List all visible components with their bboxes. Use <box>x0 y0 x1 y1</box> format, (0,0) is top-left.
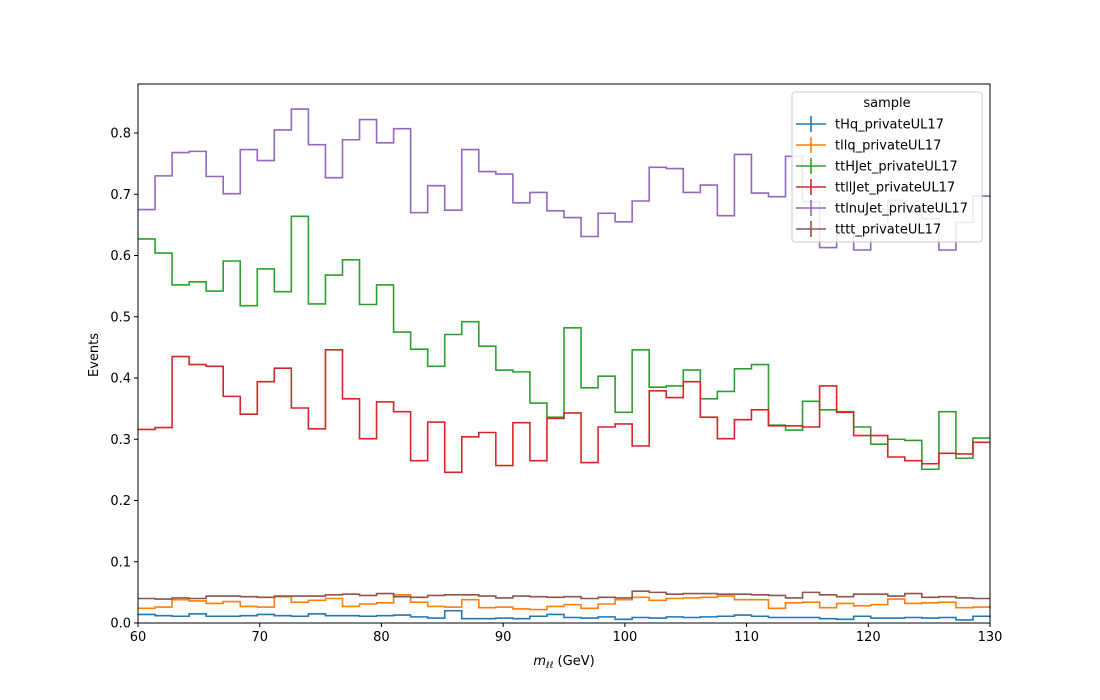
x-tick-label: 70 <box>251 630 268 645</box>
x-tick-label: 100 <box>612 630 637 645</box>
plot-frame <box>137 83 991 624</box>
x-tick-label: 130 <box>978 630 1003 645</box>
legend-box <box>791 91 983 243</box>
legend-entry-label: ttHJet_privateUL17 <box>835 160 958 175</box>
y-tick-label: 0.5 <box>110 310 131 325</box>
y-axis-label: Events <box>87 333 102 377</box>
x-axis: 60 70 80 90 100 110 120 130 <box>130 623 1003 645</box>
legend-entry-label: tHq_privateUL17 <box>835 118 944 133</box>
x-tick-label: 60 <box>130 630 147 645</box>
legend-entry-label: tllq_privateUL17 <box>835 139 941 154</box>
x-tick-label: 90 <box>495 630 512 645</box>
legend: sample tHq_privateUL17 tllq_privateUL17tt… <box>791 91 983 243</box>
y-tick-label: 0.2 <box>110 494 131 509</box>
x-tick-label: 80 <box>373 630 390 645</box>
legend-entry-label: ttlnuJet_privateUL17 <box>835 202 968 217</box>
series-line-tttt_privateUL17 <box>138 590 990 600</box>
legend-entry-label: tttt_privateUL17 <box>835 223 941 238</box>
series-layer <box>138 108 991 621</box>
y-tick-label: 0.0 <box>110 617 131 632</box>
y-tick-label: 0.4 <box>110 372 131 387</box>
y-tick-label: 0.8 <box>110 127 131 142</box>
y-tick-label: 0.1 <box>110 555 131 570</box>
series-line-tHq_privateUL17 <box>138 609 991 621</box>
x-axis-label: mℓℓ (GeV) <box>533 654 594 671</box>
x-tick-label: 110 <box>734 630 759 645</box>
y-tick-label: 0.6 <box>110 249 131 264</box>
x-tick-label: 120 <box>856 630 881 645</box>
legend-title: sample <box>863 96 910 111</box>
legend-items: tHq_privateUL17 tllq_privateUL17 ttHJet_pr… <box>796 116 968 238</box>
y-tick-label: 0.3 <box>110 433 131 448</box>
y-tick-label: 0.7 <box>110 188 131 203</box>
legend-entry-label: ttllJet_privateUL17 <box>835 181 955 196</box>
y-axis: 0.0 0.1 0.2 0.3 0.4 0.5 0.6 0.7 0.8 <box>110 127 138 632</box>
series-line-ttllJet_privateUL17 <box>138 349 990 474</box>
